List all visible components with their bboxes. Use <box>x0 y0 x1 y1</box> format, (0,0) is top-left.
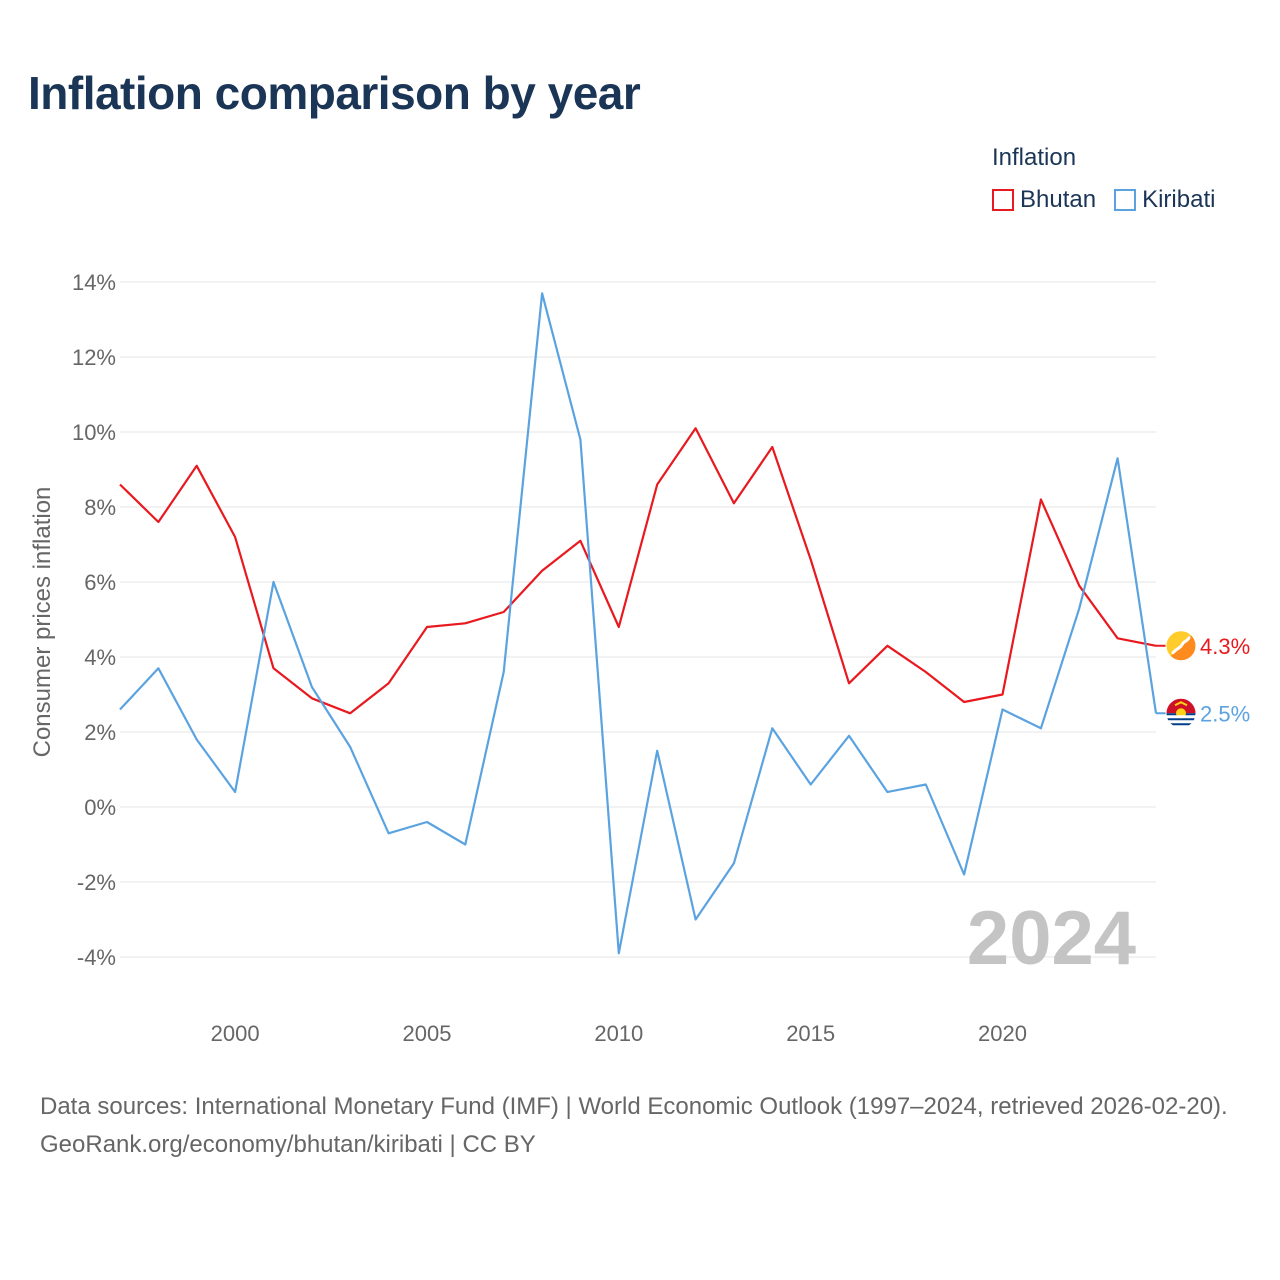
x-tick-label: 2010 <box>594 1021 643 1046</box>
x-tick-label: 2015 <box>786 1021 835 1046</box>
y-tick-label: 0% <box>84 795 116 820</box>
end-value-label-kiribati: 2.5% <box>1200 701 1250 726</box>
x-tick-label: 2005 <box>402 1021 451 1046</box>
legend-title: Inflation <box>992 144 1077 171</box>
legend-swatch-bhutan <box>992 189 1014 211</box>
series-line-bhutan <box>119 427 1157 715</box>
chart-title: Inflation comparison by year <box>28 67 641 119</box>
x-tick-label: 2020 <box>978 1021 1027 1046</box>
y-tick-label: 4% <box>84 645 116 670</box>
end-markers: 4.3% 2.5% <box>1156 630 1250 729</box>
data-sources: Data sources: International Monetary Fun… <box>40 1093 1228 1120</box>
end-value-label-bhutan: 4.3% <box>1200 634 1250 659</box>
legend-item-bhutan[interactable]: Bhutan <box>992 186 1096 214</box>
y-tick-label: -4% <box>77 945 116 970</box>
bhutan-flag-icon <box>1165 630 1197 662</box>
y-tick-label: 8% <box>84 495 116 520</box>
y-axis-ticks: -4% -2% 0% 2% 4% 6% 8% 10% 12% 14% <box>72 270 116 970</box>
legend: Bhutan Kiribati <box>992 186 1215 214</box>
kiribati-flag-icon <box>1165 697 1197 729</box>
credit-link[interactable]: GeoRank.org/economy/bhutan/kiribati | CC… <box>40 1131 536 1158</box>
series-group <box>119 292 1158 955</box>
series-line-kiribati <box>119 292 1158 955</box>
y-tick-label: 14% <box>72 270 116 295</box>
y-tick-label: 2% <box>84 720 116 745</box>
y-tick-label: 6% <box>84 570 116 595</box>
legend-label-bhutan: Bhutan <box>1020 186 1097 213</box>
y-tick-label: 10% <box>72 420 116 445</box>
line-chart: -4%-2%0%2%4%6%8%10%12%14% 2000 2005 2010 20… <box>29 270 1250 1046</box>
y-tick-label: -2% <box>77 870 116 895</box>
x-axis-ticks: 2000 2005 2010 2015 2020 <box>211 1021 1027 1046</box>
y-tick-label: 12% <box>72 345 116 370</box>
legend-label-kiribati: Kiribati <box>1142 186 1216 213</box>
footer: Data sources: International Monetary Fun… <box>40 1088 1250 1164</box>
y-axis-label: Consumer prices inflation <box>29 487 56 758</box>
grid-lines <box>120 281 1156 958</box>
year-watermark: 2024 <box>967 896 1136 981</box>
legend-item-kiribati[interactable]: Kiribati <box>1114 186 1215 214</box>
legend-swatch-kiribati <box>1114 189 1137 211</box>
x-tick-label: 2000 <box>211 1021 260 1046</box>
